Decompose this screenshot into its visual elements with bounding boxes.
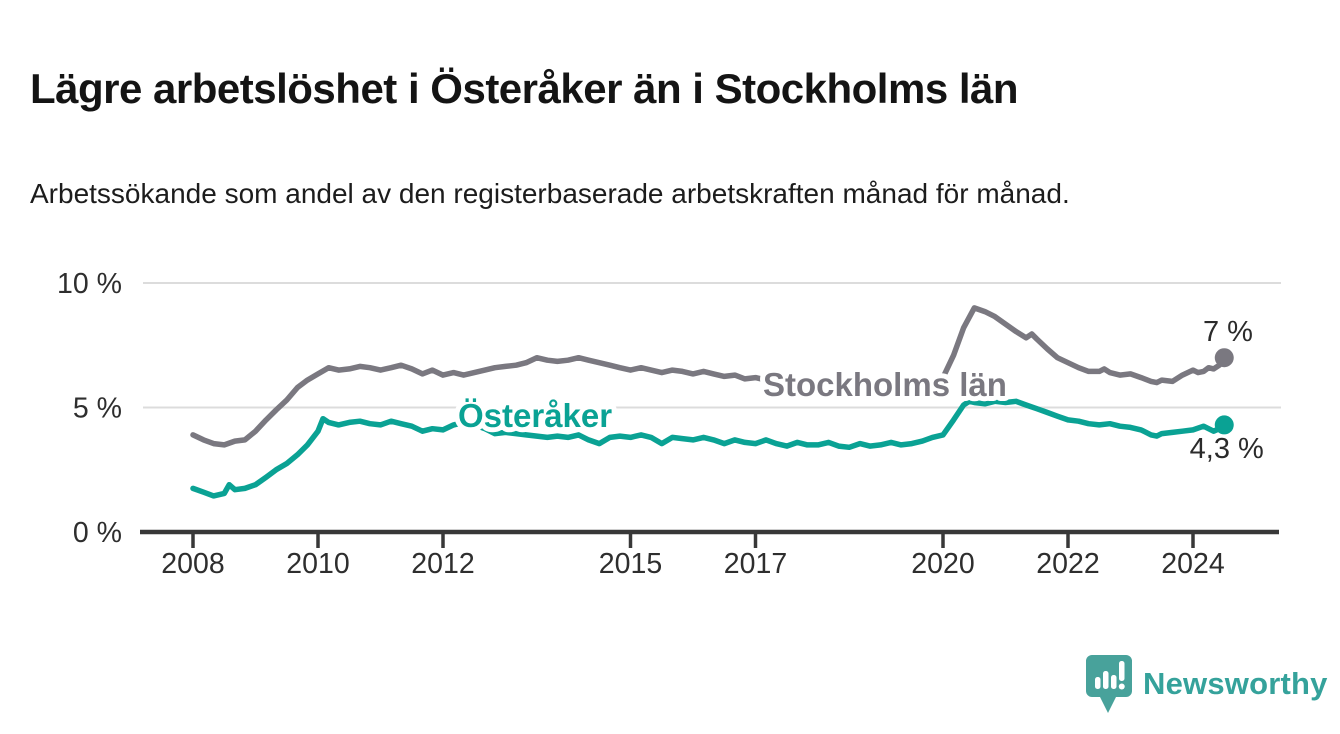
y-tick-label: 10 % xyxy=(57,268,122,300)
y-tick-label: 5 % xyxy=(73,393,122,425)
x-tick-label: 2012 xyxy=(411,548,474,580)
brand-name: Newsworthy xyxy=(1143,666,1328,701)
logo-bar-2 xyxy=(1103,671,1109,689)
x-axis: 2008 2010 2012 2015 2017 2020 2022 2024 xyxy=(140,529,1279,580)
end-value-label-0: 7 % xyxy=(1203,316,1253,348)
x-tick-label: 2008 xyxy=(161,548,224,580)
x-tick-label: 2010 xyxy=(286,548,349,580)
logo-bar-1 xyxy=(1095,677,1101,689)
y-axis-labels: 0 % 5 % 10 % xyxy=(57,268,122,549)
logo-bar-3 xyxy=(1111,675,1117,689)
x-tick-label: 2017 xyxy=(724,548,787,580)
newsworthy-bubble-chart-icon xyxy=(1086,655,1132,713)
series-line-stockholms-lan xyxy=(190,305,1228,448)
newsworthy-logo: Newsworthy xyxy=(1086,653,1328,715)
end-dot-osteraker xyxy=(1214,415,1234,435)
end-value-label-1: 4,3 % xyxy=(1190,433,1264,465)
data-series xyxy=(190,305,1228,499)
gridlines xyxy=(143,282,1281,409)
end-value-annotations: 7 % 4,3 % xyxy=(1190,316,1264,465)
series-line-osteraker xyxy=(190,398,1228,499)
series-labels: Stockholms län Österåker xyxy=(453,361,1012,439)
logo-exclamation-dot xyxy=(1118,683,1125,690)
end-dot-stockholms-lan xyxy=(1214,348,1234,368)
x-tick-label: 2020 xyxy=(911,548,974,580)
logo-bubble-shape xyxy=(1086,655,1132,713)
end-dots xyxy=(1214,348,1234,435)
x-tick-label: 2022 xyxy=(1036,548,1099,580)
page-title: Lägre arbetslöshet i Österåker än i Stoc… xyxy=(30,65,1019,113)
series-label-osteraker: Österåker xyxy=(458,397,612,434)
series-label-stockholms-lan: Stockholms län xyxy=(763,366,1007,403)
chart-subtitle: Arbetssökande som andel av den registerb… xyxy=(30,178,1070,209)
x-tick-label: 2015 xyxy=(599,548,662,580)
y-tick-label: 0 % xyxy=(73,517,122,549)
x-tick-label: 2024 xyxy=(1161,548,1225,580)
logo-exclamation-bar xyxy=(1119,661,1125,681)
